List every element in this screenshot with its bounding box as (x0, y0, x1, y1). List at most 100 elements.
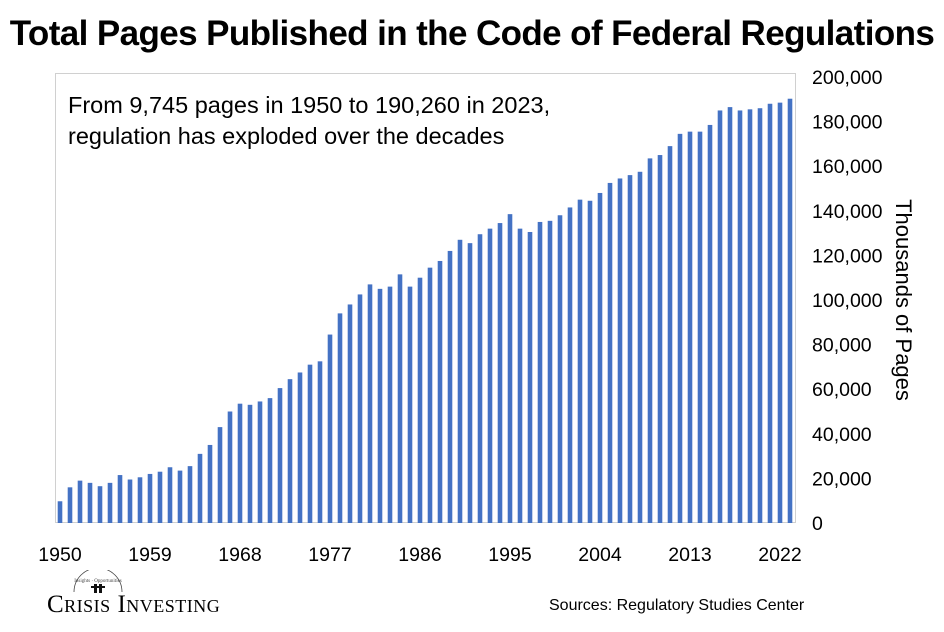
x-tick-label: 1968 (218, 544, 261, 566)
y-tick-label: 0 (812, 513, 823, 535)
bar-2012 (677, 133, 683, 524)
x-tick-label: 1977 (308, 544, 351, 566)
brand-logo: Insights · Opportunities Crisis Investin… (45, 570, 305, 620)
bar-1992 (477, 234, 483, 523)
brand-emblem-icon: Insights · Opportunities (73, 570, 123, 593)
x-tick-label: 2022 (758, 544, 801, 566)
bar-2021 (767, 103, 773, 523)
bar-1986 (417, 277, 423, 523)
bar-2007 (627, 175, 633, 523)
bar-2004 (597, 192, 603, 523)
bar-1953 (87, 482, 93, 523)
bar-1995 (507, 214, 513, 523)
bar-1965 (207, 444, 213, 523)
x-tick-label: 1986 (398, 544, 441, 566)
x-tick-label: 2004 (578, 544, 622, 566)
bar-1966 (217, 427, 223, 523)
sources-note: Sources: Regulatory Studies Center (549, 597, 805, 614)
bar-1951 (67, 487, 73, 523)
bar-2005 (607, 182, 613, 523)
bar-2000 (557, 215, 563, 523)
y-tick-label: 60,000 (812, 379, 872, 401)
bar-2002 (577, 199, 583, 523)
bar-1987 (427, 267, 433, 523)
y-axis-label: Thousands of Pages (891, 199, 916, 401)
bar-1980 (357, 294, 363, 523)
bar-1961 (167, 467, 173, 523)
bar-2014 (697, 131, 703, 523)
bar-1981 (367, 284, 373, 523)
bar-1969 (247, 404, 253, 523)
x-tick-label: 1995 (488, 544, 532, 566)
plot-area (55, 73, 796, 523)
bar-1955 (107, 482, 113, 523)
bar-1989 (447, 250, 453, 523)
bar-1952 (77, 480, 83, 523)
bar-1998 (537, 221, 543, 523)
x-tick-label: 1959 (128, 544, 171, 566)
bar-2008 (637, 171, 643, 523)
bar-1997 (527, 231, 533, 524)
bar-2010 (657, 155, 663, 524)
bar-1985 (407, 286, 413, 523)
bar-2006 (617, 178, 623, 523)
y-axis-tick-labels: 0 20,000 40,000 60,000 80,000 100,000 120,000 1… (812, 67, 883, 535)
bar-1959 (147, 473, 153, 523)
bar-1950 (57, 501, 63, 523)
bar-2009 (647, 158, 653, 523)
bar-1958 (137, 477, 143, 523)
y-tick-label: 40,000 (812, 424, 872, 446)
bar-1963 (187, 466, 193, 523)
bar-1978 (337, 313, 343, 523)
bar-1975 (307, 364, 313, 523)
bar-1957 (127, 479, 133, 523)
chart-title: Total Pages Published in the Code of Fed… (9, 14, 935, 53)
y-tick-label: 100,000 (812, 290, 883, 312)
bar-1954 (97, 486, 103, 523)
brand-name: Crisis Investing (47, 591, 221, 618)
bar-1979 (347, 304, 353, 523)
bar-2011 (667, 146, 673, 523)
y-tick-label: 200,000 (812, 67, 883, 89)
y-tick-label: 180,000 (812, 112, 883, 134)
y-tick-label: 160,000 (812, 156, 883, 178)
bar-1972 (277, 388, 283, 523)
bar-1956 (117, 475, 123, 523)
bar-2015 (707, 124, 713, 523)
x-tick-label: 1950 (38, 544, 82, 566)
bar-2022 (777, 102, 783, 523)
y-tick-label: 120,000 (812, 245, 883, 267)
bar-1973 (287, 379, 293, 523)
bar-1993 (487, 228, 493, 523)
y-tick-label: 80,000 (812, 335, 872, 357)
bars (57, 98, 793, 524)
bar-1970 (257, 401, 263, 523)
bar-1976 (317, 361, 323, 523)
y-tick-label: 20,000 (812, 468, 872, 490)
bar-1982 (377, 288, 383, 523)
y-tick-label: 140,000 (812, 201, 883, 223)
annotation-line-2: regulation has exploded over the decades (68, 123, 505, 149)
bar-2023 (787, 98, 793, 523)
bar-1984 (397, 274, 403, 523)
bar-2019 (747, 109, 753, 523)
bar-2003 (587, 200, 593, 523)
x-tick-label: 2013 (668, 544, 711, 566)
bar-2001 (567, 207, 573, 523)
bar-1964 (197, 453, 203, 523)
bar-1974 (297, 372, 303, 523)
bar-1971 (267, 398, 273, 523)
bar-2017 (727, 107, 733, 524)
annotation-line-1: From 9,745 pages in 1950 to 190,260 in 2… (68, 92, 551, 118)
bar-1996 (517, 228, 523, 523)
bar-2016 (717, 110, 723, 523)
chart-annotation: From 9,745 pages in 1950 to 190,260 in 2… (68, 90, 628, 152)
bar-1968 (237, 403, 243, 523)
bar-1983 (387, 286, 393, 523)
bar-1960 (157, 471, 163, 523)
bar-2018 (737, 110, 743, 523)
x-axis-tick-labels: 1950 1959 1968 1977 1986 1995 2004 2013 2022 (38, 544, 801, 566)
bar-1967 (227, 411, 233, 523)
bar-2013 (687, 131, 693, 523)
